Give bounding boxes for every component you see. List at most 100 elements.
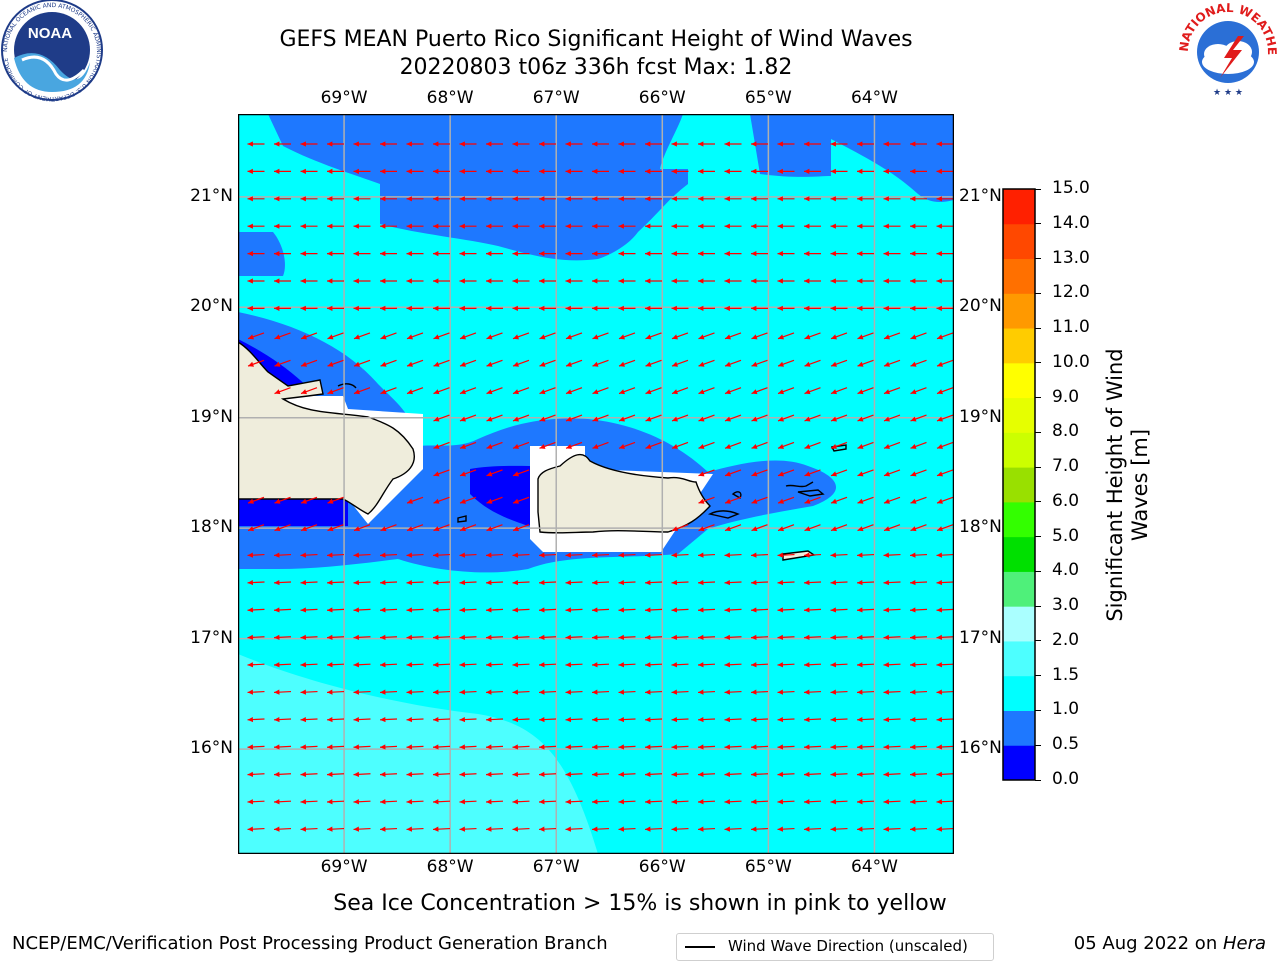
wave-direction-arrow bbox=[247, 689, 265, 695]
wave-direction-arrow bbox=[406, 332, 424, 340]
wave-direction-arrow bbox=[300, 826, 318, 832]
colorbar-tick-10.0: 10.0 bbox=[1052, 351, 1090, 372]
wave-direction-arrow bbox=[273, 552, 292, 558]
wave-direction-arrow bbox=[459, 250, 477, 257]
wave-direction-arrow bbox=[883, 552, 901, 558]
wave-direction-arrow bbox=[565, 250, 583, 257]
wave-direction-arrow bbox=[671, 799, 689, 805]
wave-direction-arrow bbox=[539, 414, 556, 422]
wave-direction-arrow bbox=[539, 141, 556, 147]
wave-direction-arrow bbox=[804, 414, 821, 422]
wave-direction-arrow bbox=[406, 168, 424, 175]
wave-direction-arrow bbox=[618, 579, 636, 586]
wave-direction-arrow bbox=[883, 332, 901, 340]
axis-label-20°N: 20°N bbox=[959, 296, 1002, 317]
wave-direction-arrow bbox=[909, 744, 928, 750]
wave-direction-arrow bbox=[698, 278, 715, 284]
wave-direction-arrow bbox=[697, 662, 716, 668]
wave-direction-arrow bbox=[273, 579, 292, 586]
wave-direction-arrow bbox=[591, 689, 610, 695]
colorbar-tick-mark bbox=[1035, 744, 1041, 746]
colorbar-swatch-5.0-6.0 bbox=[1003, 501, 1035, 538]
wave-direction-arrow bbox=[247, 634, 265, 640]
wave-direction-arrow bbox=[883, 744, 901, 750]
wave-direction-arrow bbox=[777, 387, 795, 395]
wave-direction-arrow bbox=[883, 799, 901, 805]
wave-direction-arrow bbox=[485, 607, 504, 613]
wave-direction-arrow bbox=[857, 496, 874, 504]
wave-direction-arrow bbox=[803, 552, 822, 558]
wave-direction-arrow bbox=[883, 771, 901, 777]
wave-direction-arrow bbox=[432, 552, 451, 558]
wave-direction-arrow bbox=[936, 579, 954, 586]
footer-date-text: 05 Aug 2022 on bbox=[1073, 933, 1223, 954]
wave-direction-arrow bbox=[406, 716, 424, 723]
colorbar-swatch-1.5-2.0 bbox=[1003, 640, 1035, 677]
wave-direction-arrow bbox=[936, 278, 954, 284]
colorbar-tick-mark bbox=[1035, 258, 1041, 260]
wave-direction-arrow bbox=[247, 278, 265, 284]
wave-direction-arrow bbox=[724, 441, 742, 449]
wave-direction-arrow bbox=[883, 662, 901, 668]
wave-direction-arrow bbox=[936, 168, 954, 175]
wave-direction-arrow bbox=[777, 552, 795, 558]
wave-direction-arrow bbox=[353, 305, 371, 312]
wave-direction-arrow bbox=[856, 662, 875, 668]
wave-direction-arrow bbox=[512, 799, 530, 805]
wave-direction-arrow bbox=[883, 223, 901, 229]
wave-direction-arrow bbox=[300, 250, 318, 257]
wave-direction-arrow bbox=[512, 689, 530, 695]
wave-direction-arrow bbox=[591, 716, 610, 723]
wave-direction-arrow bbox=[618, 552, 636, 558]
wave-direction-arrow bbox=[433, 359, 450, 367]
axis-label-16°N: 16°N bbox=[959, 738, 1002, 759]
wave-direction-arrow bbox=[565, 799, 583, 805]
wave-direction-arrow bbox=[353, 524, 371, 532]
wave-direction-arrow bbox=[910, 168, 927, 175]
wave-direction-arrow bbox=[327, 141, 344, 147]
footer-host: Hera bbox=[1222, 933, 1266, 954]
wave-direction-arrow bbox=[379, 689, 398, 695]
wave-direction-arrow bbox=[565, 607, 583, 613]
wave-direction-arrow bbox=[777, 607, 795, 613]
wave-direction-arrow bbox=[512, 332, 530, 340]
wave-direction-arrow bbox=[883, 168, 901, 175]
wave-direction-arrow bbox=[459, 826, 477, 832]
colorbar-swatch-0.0-0.5 bbox=[1003, 745, 1035, 781]
wave-direction-arrow bbox=[512, 579, 530, 586]
wave-direction-arrow bbox=[539, 332, 556, 340]
wave-direction-arrow bbox=[486, 141, 503, 147]
wave-direction-arrow bbox=[830, 496, 848, 504]
wave-direction-arrow bbox=[486, 332, 503, 340]
wave-direction-arrow bbox=[671, 250, 689, 257]
wave-direction-arrow bbox=[804, 496, 821, 504]
wave-direction-arrow bbox=[485, 662, 504, 668]
wave-band-0-0.5-a bbox=[238, 339, 313, 399]
wave-direction-arrow bbox=[512, 469, 530, 477]
colorbar-tick-mark bbox=[1035, 397, 1041, 399]
wave-direction-arrow bbox=[644, 662, 663, 668]
wave-direction-arrow bbox=[406, 799, 424, 805]
colorbar-tick-mark bbox=[1035, 779, 1041, 781]
wave-direction-arrow bbox=[856, 826, 875, 832]
axis-label-18°N: 18°N bbox=[959, 517, 1002, 538]
wave-direction-arrow bbox=[909, 826, 928, 832]
wave-direction-arrow bbox=[883, 469, 901, 477]
wave-direction-arrow bbox=[618, 387, 636, 395]
wave-direction-arrow bbox=[406, 607, 424, 613]
wave-direction-arrow bbox=[830, 414, 848, 422]
wave-direction-arrow bbox=[777, 469, 795, 477]
wave-direction-arrow bbox=[724, 278, 742, 284]
wave-direction-arrow bbox=[777, 223, 795, 229]
wave-direction-arrow bbox=[353, 196, 371, 202]
wave-direction-arrow bbox=[751, 141, 768, 147]
colorbar-tick-mark bbox=[1035, 362, 1041, 364]
wave-direction-arrow bbox=[565, 387, 583, 395]
wave-direction-arrow bbox=[433, 441, 450, 449]
wave-direction-arrow bbox=[380, 278, 397, 284]
wave-direction-arrow bbox=[777, 662, 795, 668]
wave-direction-arrow bbox=[910, 141, 927, 147]
wave-direction-arrow bbox=[326, 799, 345, 805]
wave-direction-arrow bbox=[379, 579, 398, 586]
wave-direction-arrow bbox=[830, 799, 848, 805]
